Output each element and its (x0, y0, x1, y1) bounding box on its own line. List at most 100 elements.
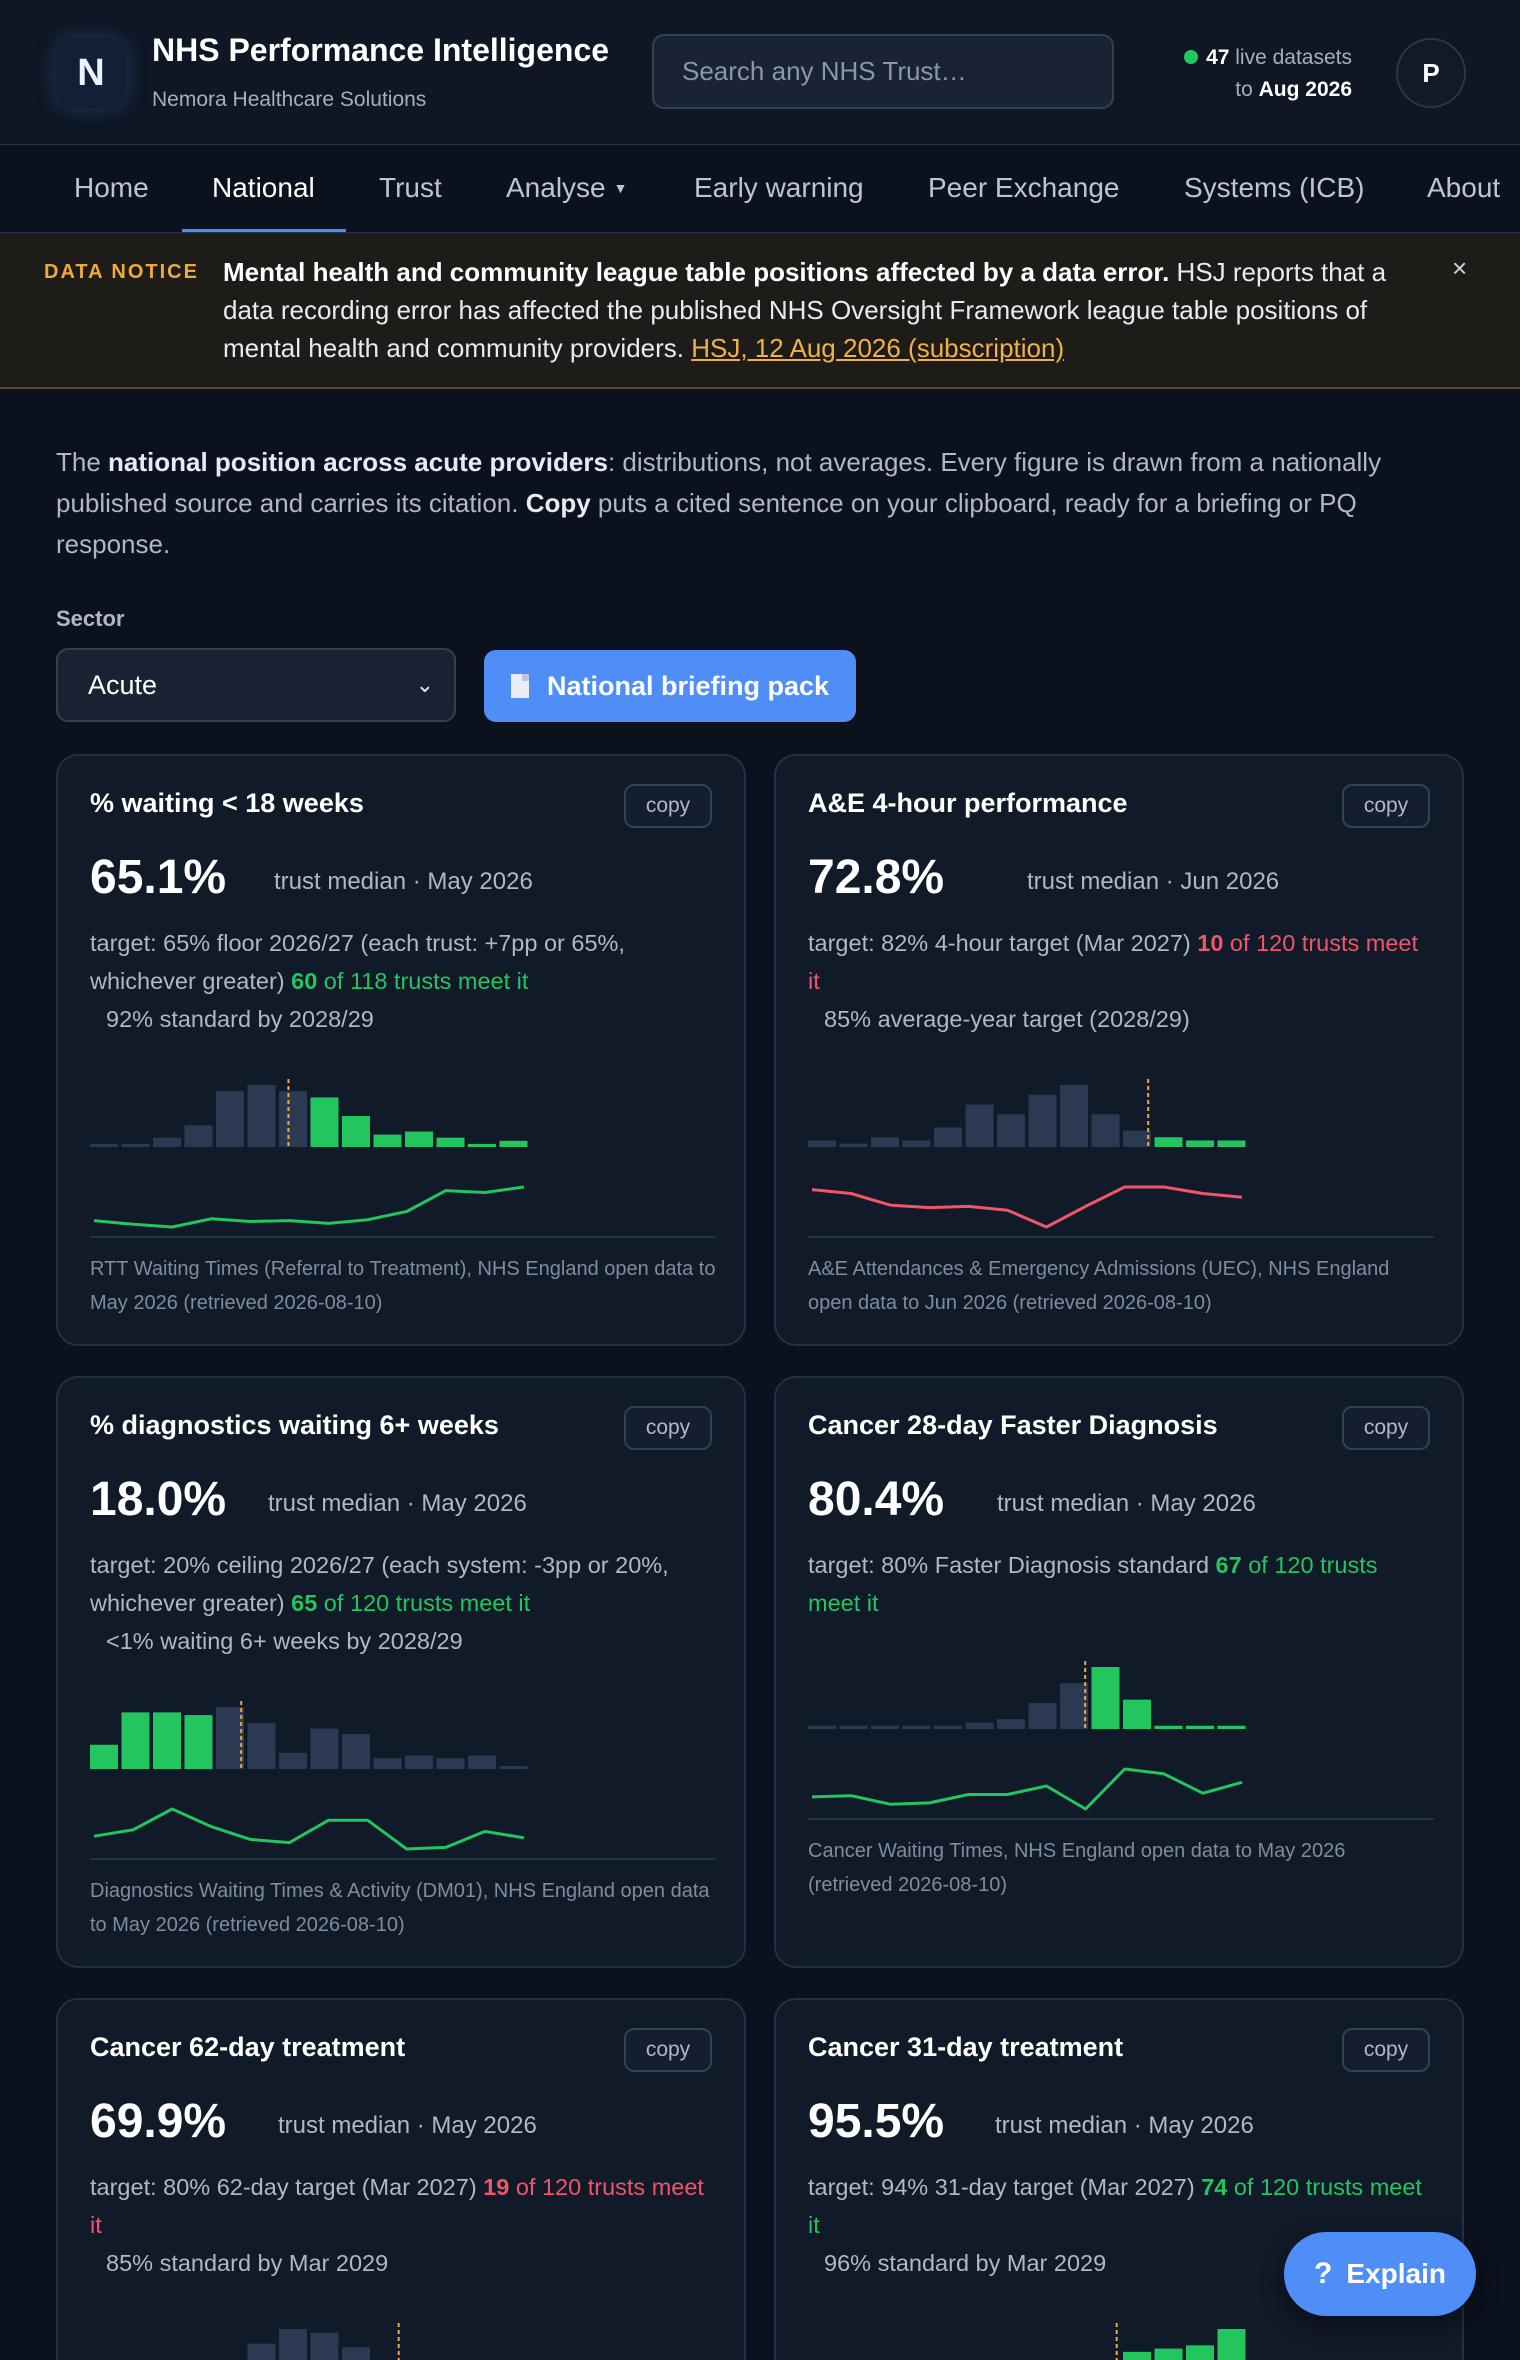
metric-subtitle: trust median · Jun 2026 (1027, 868, 1280, 895)
histogram-bar (1217, 1725, 1246, 1729)
trust-search-input[interactable] (652, 34, 1114, 109)
metric-value: 69.9% (90, 2095, 227, 2148)
nav-systems-icb[interactable]: Systems (ICB) (1184, 172, 1365, 203)
live-to: to (1235, 78, 1253, 101)
histogram-bar (499, 1766, 528, 1769)
trend-line (811, 1767, 1243, 1811)
live-count: 47 (1206, 46, 1230, 69)
copy-button[interactable]: copy (1342, 784, 1430, 828)
target-description: target: 80% Faster Diagnosis standard (808, 1552, 1216, 1578)
meet-text: of 118 trusts meet it (317, 968, 529, 994)
explain-button[interactable]: ? Explain (1284, 2232, 1476, 2316)
nav-home[interactable]: Home (74, 172, 149, 203)
histogram-bar (934, 1725, 962, 1729)
histogram-bar (468, 1143, 496, 1147)
histogram-bar (184, 1125, 213, 1147)
histogram-bar (1154, 1725, 1183, 1729)
histogram-bar (310, 1728, 339, 1769)
histogram-bar (839, 1725, 868, 1729)
copy-button[interactable]: copy (624, 784, 712, 828)
histogram-bar (965, 1104, 994, 1147)
live-date: Aug 2026 (1258, 78, 1352, 101)
histogram-bar (1186, 1140, 1214, 1147)
histogram-bar (1154, 1137, 1183, 1147)
histogram-bar (436, 1758, 465, 1769)
meet-count: 10 (1197, 930, 1224, 956)
target-description: target: 20% ceiling 2026/27 (each system… (90, 1552, 669, 1616)
histogram-bar (90, 1744, 118, 1769)
histogram-bar (1217, 2329, 1246, 2360)
copy-button[interactable]: copy (624, 1406, 712, 1450)
app-header: N NHS Performance Intelligence Nemora He… (0, 0, 1520, 145)
intro-emphasis: national position across acute providers (108, 447, 608, 477)
histogram-bar (808, 1140, 836, 1147)
card-title: Cancer 31-day treatment (808, 2032, 1124, 2062)
histogram-bar (153, 1137, 181, 1147)
secondary-target: <1% waiting 6+ weeks by 2028/29 (106, 1628, 463, 1654)
nav-analyse[interactable]: Analyse ▼ (506, 146, 627, 233)
close-icon[interactable]: × (1452, 253, 1468, 283)
histogram-bar (1123, 1699, 1151, 1729)
histogram-bar (310, 2332, 339, 2360)
histogram-bar (1123, 2351, 1151, 2360)
national-briefing-pack-button[interactable]: National briefing pack (484, 650, 856, 722)
target-description: target: 94% 31-day target (Mar 2027) (808, 2174, 1202, 2200)
histogram-bar (934, 1127, 962, 1147)
distribution-chart (247, 2323, 400, 2360)
distribution-chart (808, 1079, 1246, 1229)
metric-value: 65.1% (90, 851, 227, 904)
histogram-bar (468, 1755, 496, 1769)
histogram-bar (373, 1134, 402, 1147)
card-title: A&E 4-hour performance (808, 788, 1128, 818)
live-datasets-status: 47 live datasets to Aug 2026 (1184, 42, 1352, 106)
distribution-chart (90, 1701, 528, 1851)
copy-button[interactable]: copy (624, 2028, 712, 2072)
histogram-bar (808, 1725, 836, 1729)
notice-text: Mental health and community league table… (223, 253, 1433, 367)
histogram-bar (997, 1719, 1025, 1729)
nav-early-warning[interactable]: Early warning (694, 172, 864, 203)
sector-select[interactable]: Acute ⌄ (56, 648, 456, 722)
target-text: target: 80% 62-day target (Mar 2027) 19 … (90, 2168, 716, 2282)
histogram-bar (216, 1091, 244, 1147)
notice-headline: Mental health and community league table… (223, 257, 1170, 287)
histogram-bar (247, 2343, 276, 2360)
notice-source-link[interactable]: HSJ, 12 Aug 2026 (subscription) (691, 333, 1065, 363)
metric-value: 18.0% (90, 1473, 227, 1526)
histogram-bar (279, 1752, 307, 1769)
intro-text: The national position across acute provi… (56, 442, 1456, 565)
intro-part: The (56, 447, 109, 477)
card-title: Cancer 62-day treatment (90, 2032, 406, 2062)
trusts-meeting-target: 19 of 120 trusts meet it (90, 2174, 704, 2238)
logo-letter: N (77, 51, 105, 94)
main-nav: Home National Trust Analyse ▼ Early warni… (0, 146, 1520, 233)
metric-card: % waiting < 18 weeks copy 65.1% trust media… (56, 754, 746, 1346)
nav-peer-exchange[interactable]: Peer Exchange (928, 172, 1120, 203)
histogram-bar (184, 1715, 213, 1769)
briefing-button-label: National briefing pack (546, 670, 830, 701)
nav-trust[interactable]: Trust (379, 172, 442, 203)
metric-card: Cancer 28-day Faster Diagnosis copy 80.4% t… (774, 1376, 1464, 1968)
histogram-bar (1154, 2348, 1183, 2360)
histogram-bar (153, 1712, 181, 1769)
metric-card: A&E 4-hour performance copy 72.8% trust med… (774, 754, 1464, 1346)
source-citation: Diagnostics Waiting Times & Activity (DM… (90, 1858, 716, 1942)
histogram-bar (1091, 1114, 1120, 1147)
copy-button[interactable]: copy (1342, 2028, 1430, 2072)
nav-national[interactable]: National (212, 172, 315, 203)
distribution-chart (808, 1661, 1246, 1811)
trusts-meeting-target: 10 of 120 trusts meet it (808, 930, 1418, 994)
intro-part: puts a cited sentence on your clipboard,… (56, 488, 1357, 559)
histogram-bar (499, 1140, 528, 1147)
metric-value: 72.8% (808, 851, 945, 904)
trend-line (93, 1807, 525, 1851)
target-description: target: 82% 4-hour target (Mar 2027) (808, 930, 1198, 956)
histogram-bar (1060, 1683, 1088, 1729)
nav-about[interactable]: About (1427, 172, 1501, 203)
source-citation: Cancer Waiting Times, NHS England open d… (808, 1818, 1434, 1902)
user-avatar[interactable]: P (1396, 38, 1466, 108)
copy-button[interactable]: copy (1342, 1406, 1430, 1450)
app-logo[interactable]: N (56, 38, 126, 108)
meet-text: of 120 trusts meet it (317, 1590, 531, 1616)
trusts-meeting-target: 67 of 120 trusts meet it (808, 1552, 1378, 1616)
